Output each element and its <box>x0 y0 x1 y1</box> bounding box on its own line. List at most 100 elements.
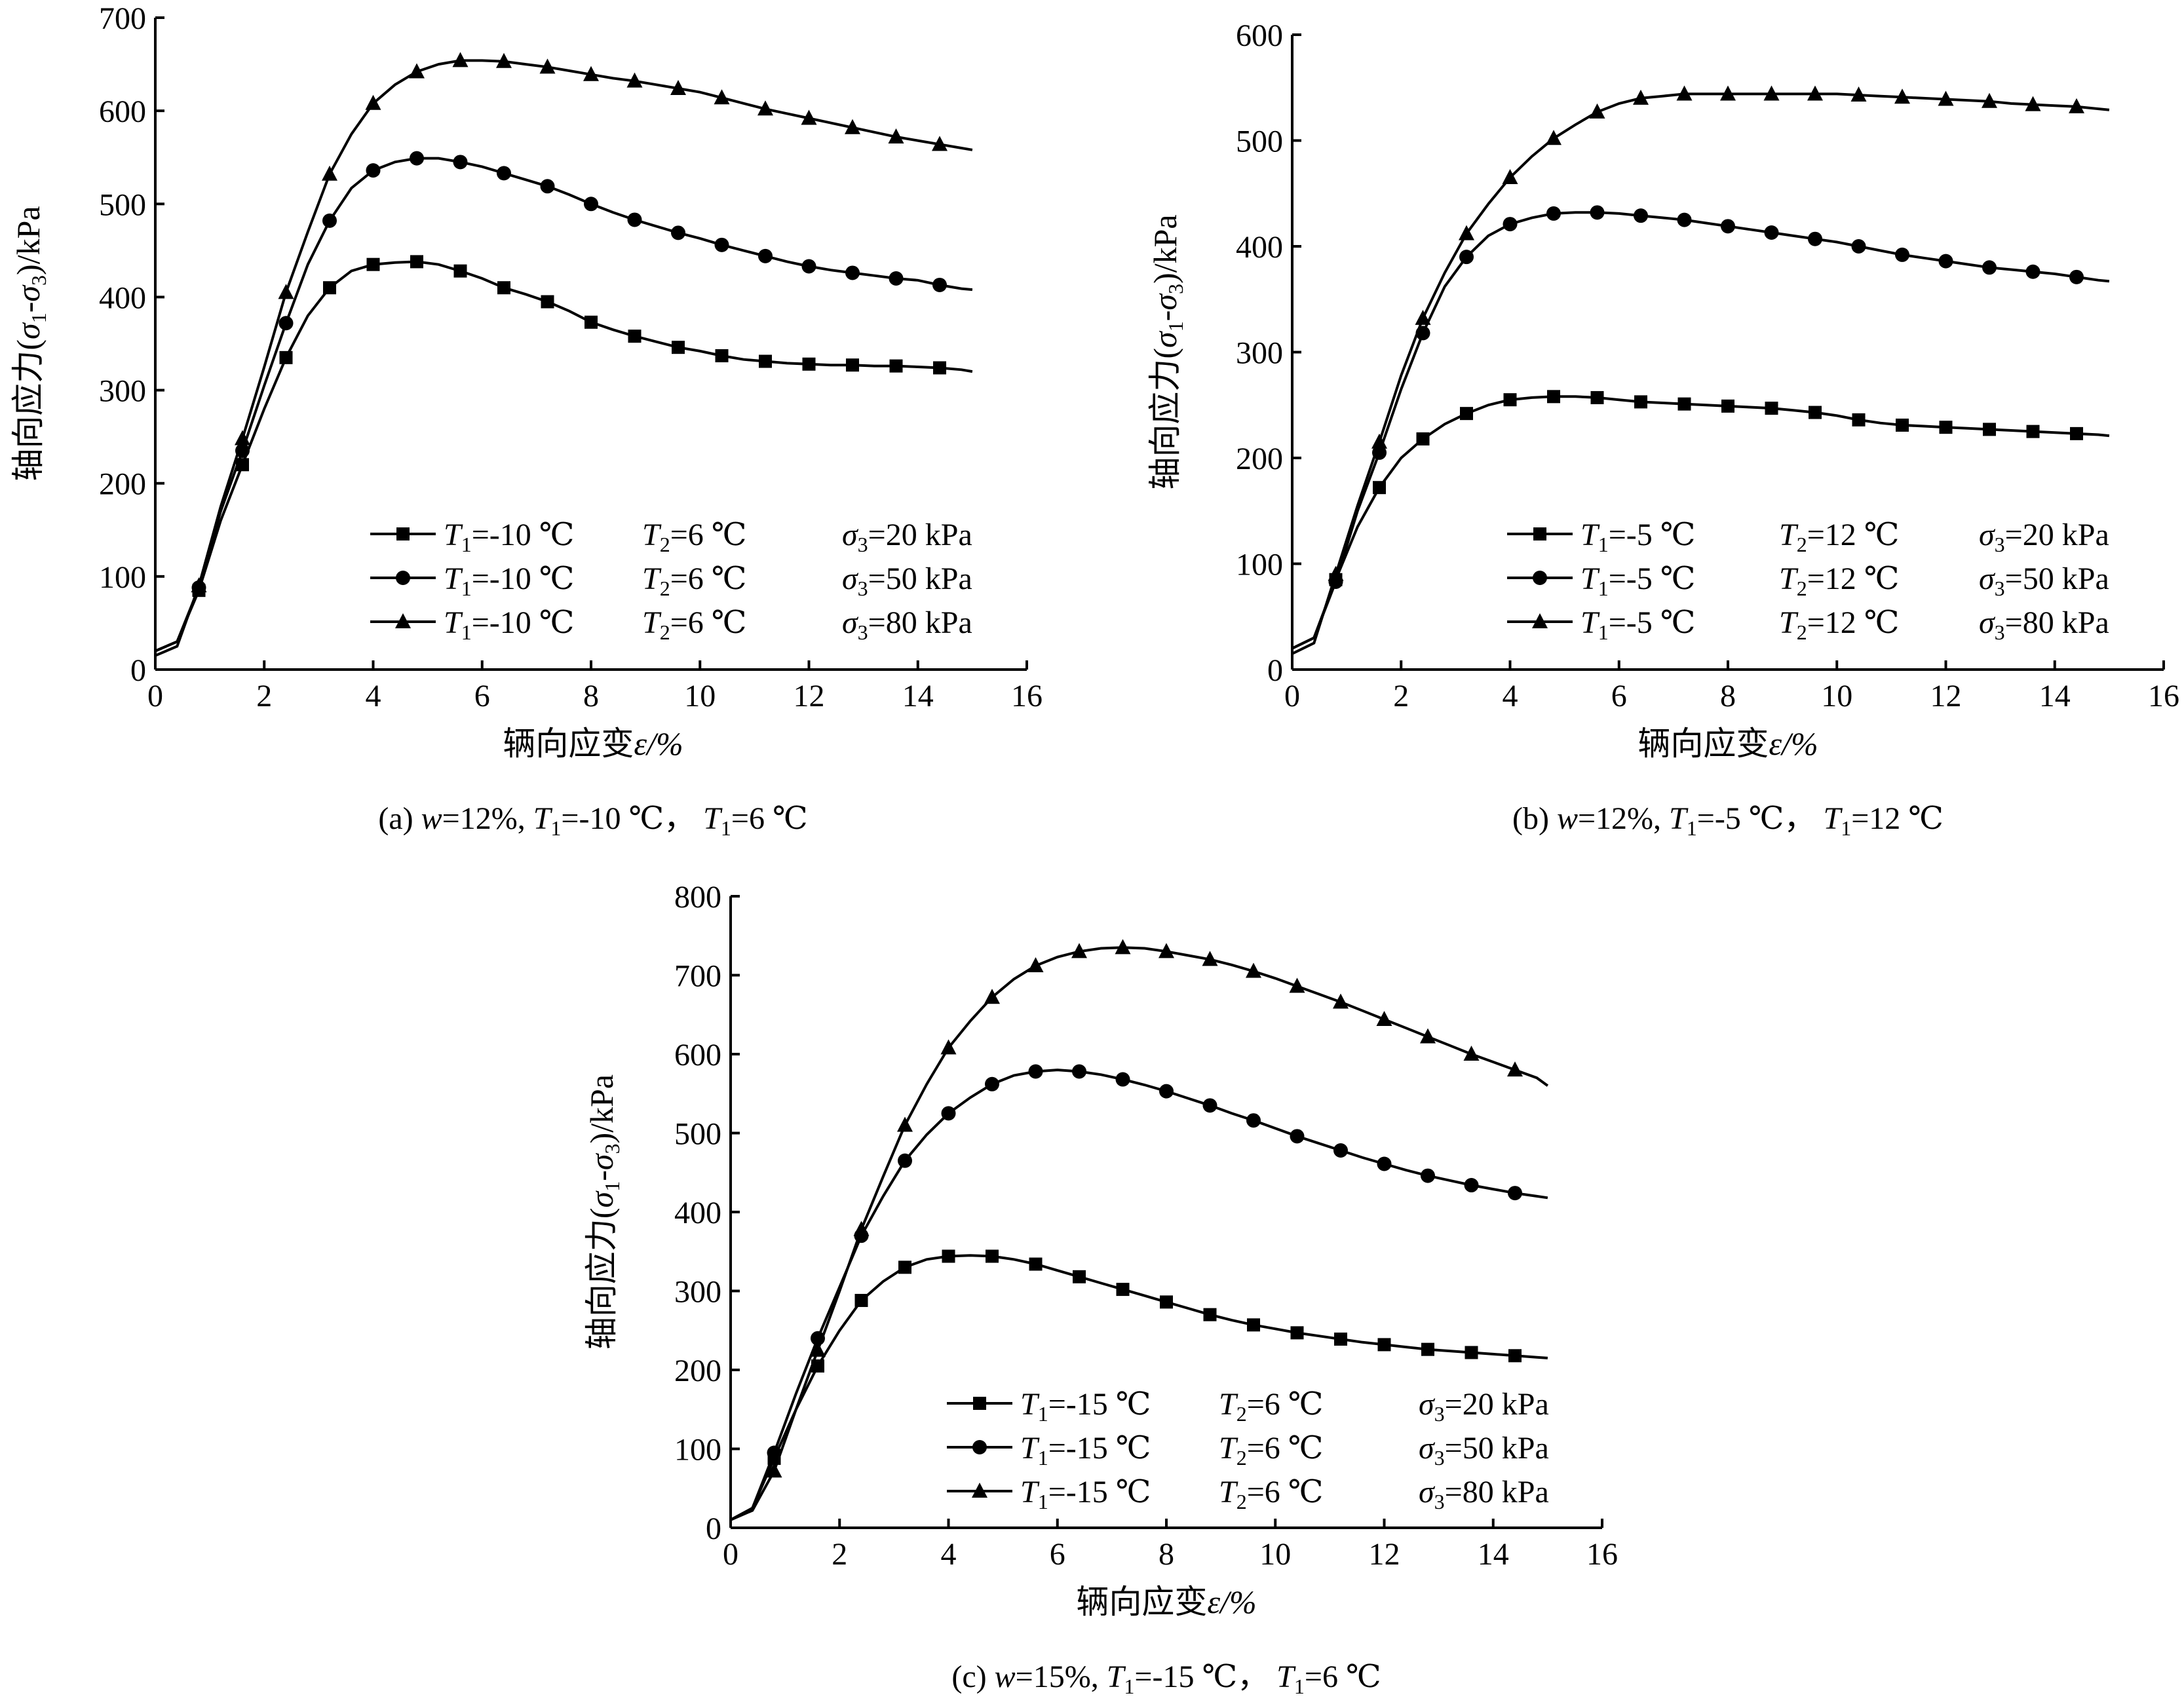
data-point-marker <box>366 163 381 178</box>
x-tick-label: 8 <box>1159 1537 1174 1572</box>
data-point-marker <box>1371 433 1387 449</box>
y-tick-label: 100 <box>99 560 146 595</box>
data-point-marker <box>1202 1098 1217 1113</box>
x-tick-label: 0 <box>723 1537 738 1572</box>
x-tick-label: 16 <box>1011 679 1043 713</box>
legend-sigma3: σ3=80 kPa <box>842 605 972 644</box>
data-point-marker <box>1508 1349 1522 1363</box>
data-point-marker <box>1502 169 1518 185</box>
panel-caption: (b) w=12%, T1=-5 ℃， T1=12 ℃ <box>1512 801 1944 840</box>
data-point-marker <box>1938 254 1953 269</box>
x-tick-label: 6 <box>1611 679 1627 713</box>
y-tick-label: 0 <box>130 653 146 688</box>
series-triangle <box>730 939 1549 1521</box>
data-point-marker <box>1852 413 1866 426</box>
data-point-marker <box>1763 85 1780 101</box>
data-point-marker <box>985 1076 999 1091</box>
data-point-marker <box>2070 426 2083 440</box>
y-tick-label: 200 <box>674 1354 721 1388</box>
data-point-marker <box>932 136 948 151</box>
data-point-marker <box>626 72 643 88</box>
x-tick-label: 14 <box>1478 1537 1509 1572</box>
data-point-marker <box>1463 1046 1480 1061</box>
legend-entry: T1=-15 ℃ T2=6 ℃ σ3=20 kPa <box>947 1387 1549 1426</box>
chart-panel-b: 0 2 4 6 8 10 12 14 16 0 100 200 300 400 500 600 辆向应变ε/% 轴… <box>1147 18 2179 840</box>
x-tick-label: 16 <box>2148 679 2179 713</box>
y-tick-label: 0 <box>706 1511 721 1546</box>
legend-entry: T1=-10 ℃ T2=6 ℃ σ3=50 kPa <box>370 561 972 600</box>
data-point-marker <box>670 80 686 96</box>
legend-t1: T1=-15 ℃ <box>1020 1387 1151 1426</box>
legend-t1: T1=-5 ℃ <box>1581 518 1695 556</box>
y-tick-label: 800 <box>674 880 721 915</box>
data-point-marker <box>1159 1084 1174 1099</box>
data-point-marker <box>322 165 337 181</box>
legend-t2: T2=6 ℃ <box>642 561 746 600</box>
data-point-marker <box>1809 406 1822 419</box>
data-point-marker <box>940 1039 957 1055</box>
panel-caption: (c) w=15%, T1=-15 ℃， T1=6 ℃ <box>951 1659 1381 1698</box>
legend-t2: T2=6 ℃ <box>1219 1475 1323 1513</box>
data-point-marker <box>1071 943 1087 958</box>
series-circle <box>1292 205 2110 650</box>
series-circle <box>730 1064 1548 1521</box>
data-point-marker <box>2026 425 2040 438</box>
y-tick-label: 300 <box>99 374 146 409</box>
x-tick-label: 14 <box>902 679 934 713</box>
data-point-marker <box>235 430 250 445</box>
series-line <box>155 157 973 653</box>
y-tick-label: 400 <box>99 280 146 315</box>
legend-marker <box>1533 571 1547 585</box>
x-tick-label: 2 <box>832 1537 847 1572</box>
chart-panel-c: 0 2 4 6 8 10 12 14 16 0 100 200 300 400 500 600 700 800 辆向… <box>583 880 1618 1698</box>
legend-marker <box>1532 613 1548 628</box>
data-point-marker <box>846 358 859 372</box>
data-point-marker <box>1246 1113 1261 1128</box>
series-line <box>1292 92 2110 655</box>
data-point-marker <box>1290 1326 1304 1340</box>
y-axis-label: 轴向应力(σ1-σ3)/kPa <box>1147 214 1187 489</box>
data-point-marker <box>1677 397 1691 411</box>
data-point-marker <box>323 281 336 295</box>
data-point-marker <box>1896 418 1909 432</box>
data-point-marker <box>1460 407 1473 421</box>
data-point-marker <box>1894 88 1910 104</box>
legend-entry: T1=-5 ℃ T2=12 ℃ σ3=80 kPa <box>1507 605 2109 644</box>
y-tick-label: 700 <box>99 1 146 36</box>
data-point-marker <box>1721 219 1735 234</box>
legend-sigma3: σ3=80 kPa <box>1979 605 2109 644</box>
data-point-marker <box>409 63 425 79</box>
series-line <box>155 260 973 653</box>
data-point-marker <box>1160 1295 1173 1309</box>
data-point-marker <box>1420 1028 1436 1044</box>
x-tick-label: 4 <box>1503 679 1518 713</box>
data-point-marker <box>1203 1308 1217 1321</box>
legend-t2: T2=6 ℃ <box>642 518 746 556</box>
data-point-marker <box>453 264 467 278</box>
chart-panel-a: 0 2 4 6 8 10 12 14 16 0 100 200 300 400 500 600 700 辆向应变ε… <box>10 1 1043 840</box>
legend-t2: T2=6 ℃ <box>642 605 746 644</box>
data-point-marker <box>1377 1338 1391 1352</box>
data-point-marker <box>1590 390 1604 404</box>
data-point-marker <box>1508 1186 1522 1201</box>
data-point-marker <box>714 89 730 105</box>
data-point-marker <box>1720 85 1736 101</box>
y-tick-label: 300 <box>674 1275 721 1310</box>
data-point-marker <box>1634 395 1647 409</box>
legend-t1: T1=-5 ℃ <box>1581 605 1695 644</box>
data-point-marker <box>1851 239 1866 254</box>
series-line <box>1292 211 2110 650</box>
data-point-marker <box>583 66 599 81</box>
data-point-marker <box>1290 1129 1305 1144</box>
data-point-marker <box>986 1249 999 1263</box>
data-point-marker <box>845 265 860 280</box>
legend-t2: T2=12 ℃ <box>1779 518 1899 556</box>
data-point-marker <box>715 349 729 362</box>
data-point-marker <box>1464 1178 1479 1193</box>
data-point-marker <box>853 1221 870 1236</box>
data-point-marker <box>889 271 904 286</box>
data-point-marker <box>496 52 512 68</box>
y-tick-label: 400 <box>674 1196 721 1230</box>
y-tick-label: 300 <box>1236 336 1283 371</box>
series-circle <box>155 151 973 653</box>
